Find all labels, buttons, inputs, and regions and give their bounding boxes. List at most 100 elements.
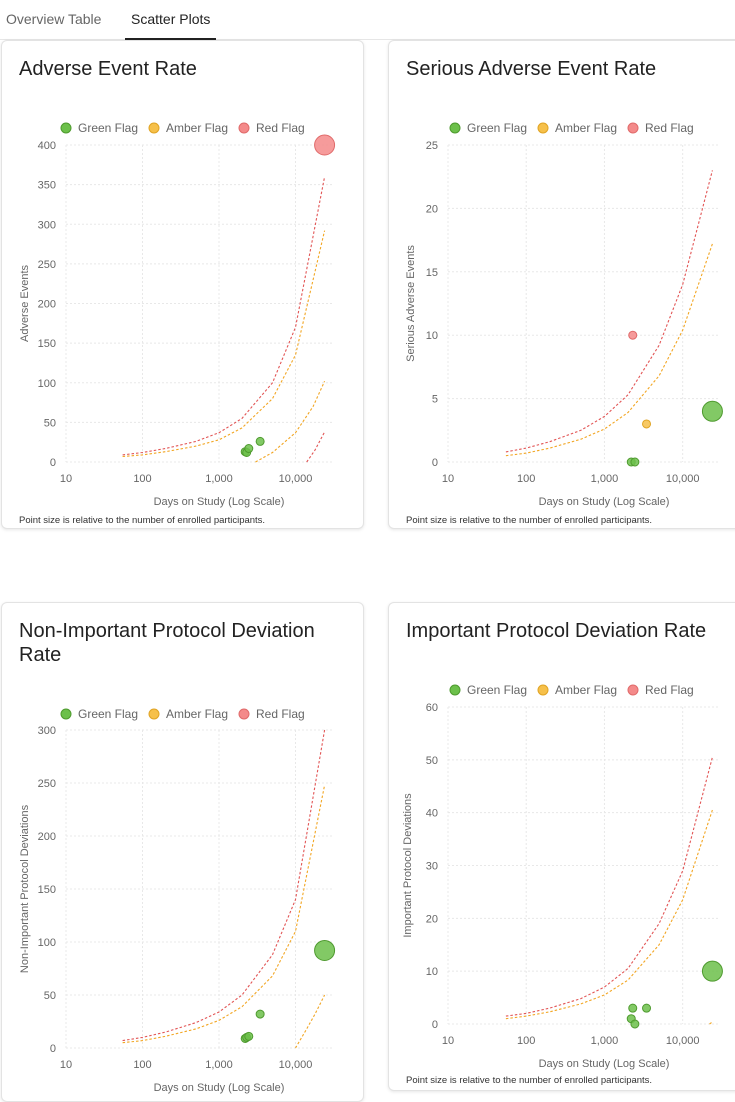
y-axis-title: Important Protocol Deviations [402,793,414,938]
tab-bar: Overview Table Scatter Plots [0,0,735,40]
y-tick-label: 350 [38,180,56,192]
y-tick-label: 20 [426,203,438,215]
green-flag-point[interactable] [314,939,336,961]
green-flag-point[interactable] [630,457,640,467]
x-tick-label: 100 [133,1059,151,1071]
legend-swatch [60,708,72,720]
legend-item-red[interactable]: Red Flag [627,683,694,697]
y-tick-label: 10 [426,966,438,978]
x-tick-label: 1,000 [205,1059,233,1071]
red-threshold-line [122,176,326,456]
chart-adverse-event-rate: 0 50 100 150 200 250 300 350 400 10 100 1,000 10,000… [19,121,336,508]
y-tick-label: 15 [426,267,438,279]
legend-swatch [148,708,160,720]
x-axis-title: Days on Study (Log Scale) [539,496,670,508]
legend-item-red[interactable]: Red Flag [238,121,305,135]
legend-item-amber[interactable]: Amber Flag [537,683,617,697]
tab-scatter-plots[interactable]: Scatter Plots [125,0,217,40]
grid [65,729,332,1049]
red-threshold-line [122,729,326,1042]
legend-swatch [60,122,72,134]
green-flag-point[interactable] [630,1019,640,1029]
red-flag-point[interactable] [314,134,336,156]
legend-swatch [627,684,639,696]
legend-item-amber[interactable]: Amber Flag [148,707,228,721]
grid [65,144,332,463]
y-tick-label: 400 [38,140,56,152]
red-flag-point[interactable] [628,330,638,340]
chart-title: Non-Important Protocol Deviation Rate [19,620,315,666]
legend-swatch [537,684,549,696]
y-tick-label: 250 [38,259,56,271]
legend-item-green[interactable]: Green Flag [60,121,138,135]
chart-card-adverse-event-rate: Adverse Event Rate 0 50 100 150 200 250 300 350… [1,40,364,529]
chart-non-important-protocol-deviation-rate: 0 50 100 150 200 250 300 10 100 1,000 10,000 Days o… [19,707,336,1094]
y-tick-label: 50 [426,755,438,767]
chart-card-non-important-protocol-deviation-rate: Non-Important Protocol Deviation Rate 0 5… [1,602,364,1102]
amber-threshold-line [709,1021,713,1025]
x-tick-label: 1,000 [205,473,233,485]
legend-item-green[interactable]: Green Flag [449,683,527,697]
green-flag-point[interactable] [642,1003,652,1013]
legend-label: Green Flag [78,707,138,721]
y-tick-label: 200 [38,299,56,311]
amber-threshold-line [505,243,713,457]
x-tick-label: 100 [133,473,151,485]
legend-label: Amber Flag [166,121,228,135]
legend-item-amber[interactable]: Amber Flag [148,121,228,135]
y-tick-label: 300 [38,725,56,737]
tab-overview-table[interactable]: Overview Table [6,11,102,27]
y-tick-label: 25 [426,140,438,152]
x-tick-label: 10,000 [279,473,313,485]
x-tick-label: 100 [517,473,535,485]
legend-swatch [238,708,250,720]
green-flag-point[interactable] [244,444,254,454]
x-tick-label: 10 [442,473,454,485]
green-flag-point[interactable] [628,1003,638,1013]
y-tick-label: 0 [50,1043,56,1055]
chart-title: Adverse Event Rate [19,58,197,80]
y-tick-label: 150 [38,884,56,896]
green-flag-point[interactable] [255,436,265,446]
grid [447,706,720,1025]
footnote: Point size is relative to the number of … [19,515,266,526]
legend-item-red[interactable]: Red Flag [627,121,694,135]
y-tick-label: 5 [432,394,438,406]
amber-flag-point[interactable] [642,419,652,429]
chart-card-serious-adverse-event-rate: Serious Adverse Event Rate 0 5 10 15 20 25 10 1… [388,40,735,529]
x-axis-title: Days on Study (Log Scale) [539,1058,670,1070]
x-tick-label: 10 [60,1059,72,1071]
y-tick-label: 250 [38,778,56,790]
y-tick-label: 150 [38,338,56,350]
legend-swatch [537,122,549,134]
legend-item-green[interactable]: Green Flag [60,707,138,721]
y-axis-title: Adverse Events [19,264,31,342]
chart-important-protocol-deviation-rate: 0 10 20 30 40 50 60 10 100 1,000 10,000 Days on Stu… [402,683,723,1070]
legend-swatch [449,122,461,134]
legend-item-green[interactable]: Green Flag [449,121,527,135]
amber-threshold-line [122,784,326,1044]
x-tick-label: 1,000 [591,473,619,485]
legend-item-red[interactable]: Red Flag [238,707,305,721]
x-tick-label: 10 [60,473,72,485]
grid [447,144,720,463]
legend-label: Amber Flag [166,707,228,721]
x-tick-label: 1,000 [591,1035,619,1047]
green-flag-point[interactable] [701,400,723,422]
x-tick-label: 100 [517,1035,535,1047]
green-flag-point[interactable] [244,1031,254,1041]
chart-serious-adverse-event-rate: 0 5 10 15 20 25 10 100 1,000 10,000 Days on Study … [405,121,723,508]
y-tick-label: 10 [426,330,438,342]
y-axis-title: Non-Important Protocol Deviations [19,804,31,973]
x-axis-title: Days on Study (Log Scale) [154,496,285,508]
y-axis-title: Serious Adverse Events [405,245,417,362]
y-tick-label: 50 [44,417,56,429]
legend-label: Red Flag [645,121,694,135]
y-tick-label: 200 [38,831,56,843]
y-tick-label: 20 [426,913,438,925]
legend-item-amber[interactable]: Amber Flag [537,121,617,135]
green-flag-point[interactable] [701,960,723,982]
green-flag-point[interactable] [255,1009,265,1019]
red-threshold-line [505,170,713,453]
y-tick-label: 0 [432,457,438,469]
